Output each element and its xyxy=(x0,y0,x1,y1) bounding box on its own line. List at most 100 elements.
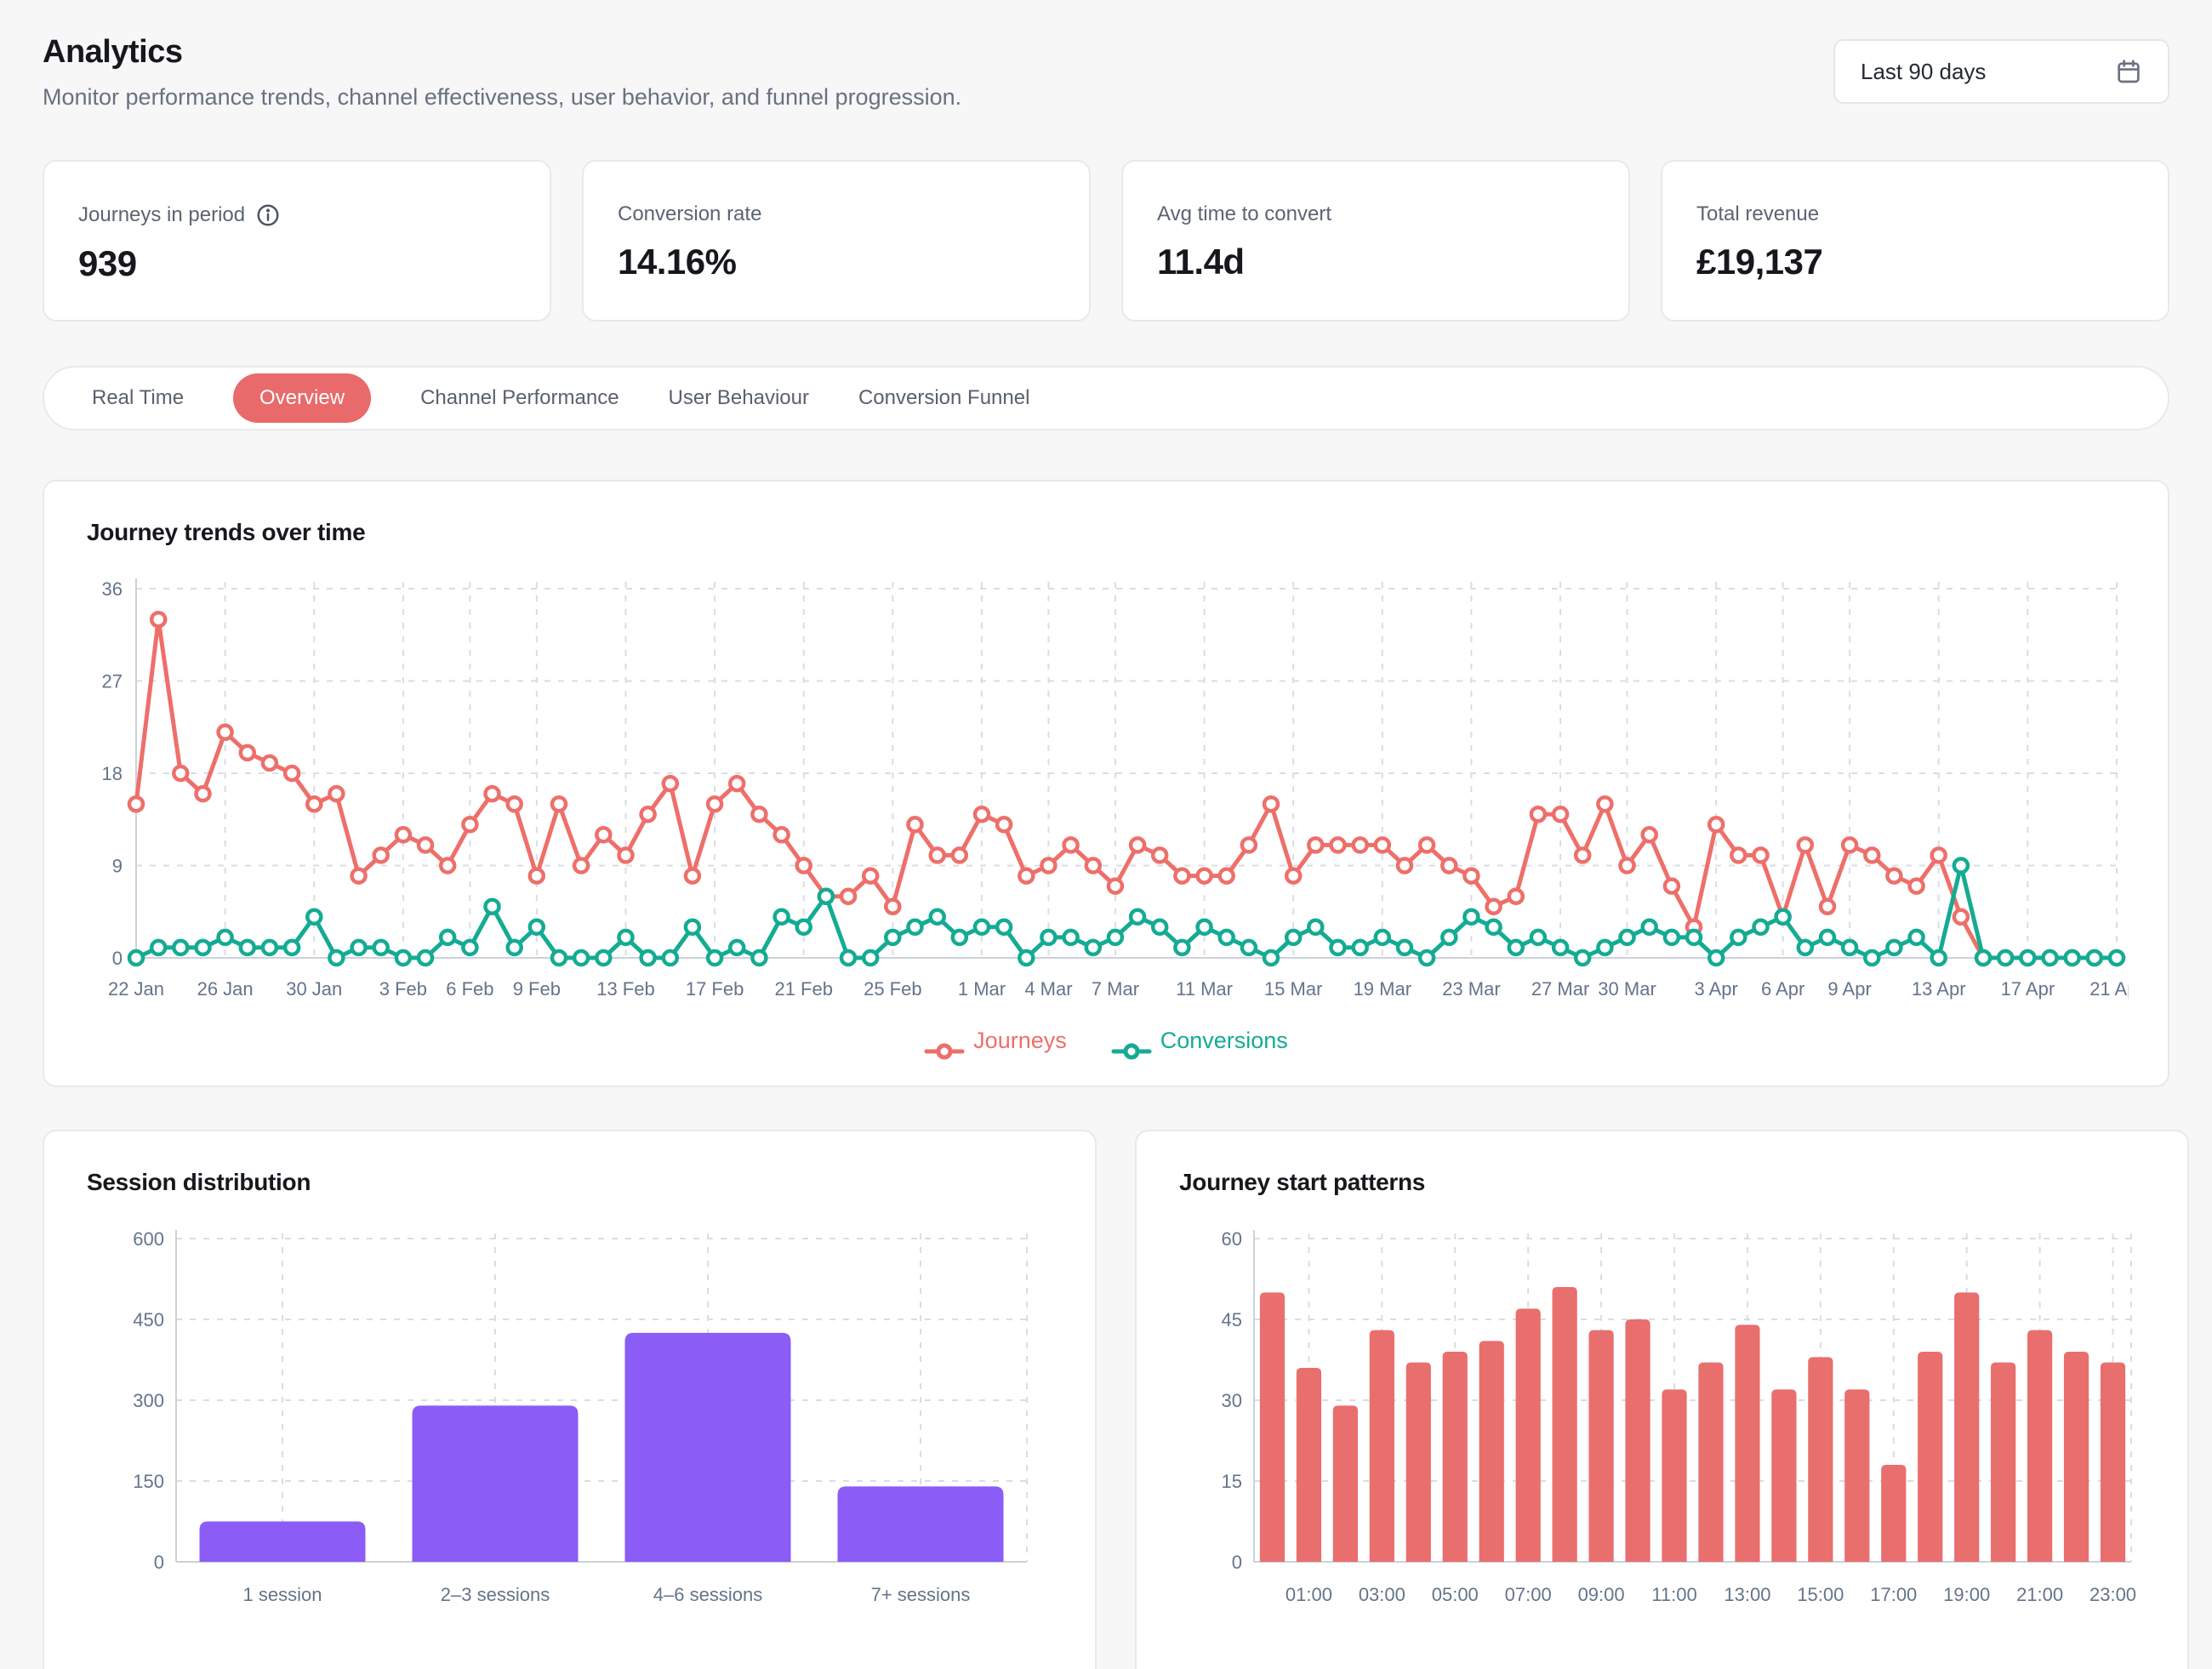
session-distribution-chart: 0 150 300 450 600 1 session 2–3 sessions 4–6 se… xyxy=(133,1228,1028,1605)
svg-text:1 Mar: 1 Mar xyxy=(958,978,1006,1000)
bottom-charts-row: Session distribution 0 150 300 450 600 1 sess… xyxy=(43,1130,2189,1669)
svg-text:450: 450 xyxy=(133,1309,164,1330)
journey-trends-title: Journey trends over time xyxy=(87,519,366,545)
svg-text:22 Jan: 22 Jan xyxy=(108,978,164,1000)
svg-text:30: 30 xyxy=(1222,1390,1242,1411)
svg-text:13 Feb: 13 Feb xyxy=(596,978,655,1000)
svg-text:18: 18 xyxy=(102,763,123,784)
svg-text:300: 300 xyxy=(133,1390,164,1411)
info-icon[interactable] xyxy=(255,202,281,228)
svg-text:4–6 sessions: 4–6 sessions xyxy=(653,1584,762,1605)
svg-text:36: 36 xyxy=(102,578,123,600)
svg-text:27: 27 xyxy=(102,671,123,692)
kpi-value: £19,137 xyxy=(1696,242,1823,282)
svg-text:23 Mar: 23 Mar xyxy=(1442,978,1500,1000)
kpi-label: Total revenue xyxy=(1696,202,1820,225)
svg-text:7 Mar: 7 Mar xyxy=(1092,978,1139,1000)
svg-text:7+ sessions: 7+ sessions xyxy=(871,1584,971,1605)
svg-text:4 Mar: 4 Mar xyxy=(1024,978,1072,1000)
svg-text:45: 45 xyxy=(1222,1309,1242,1330)
svg-text:25 Feb: 25 Feb xyxy=(864,978,922,1000)
journey-trends-card: Journey trends over time 22 Jan 26 Jan 30 … xyxy=(43,480,2169,1087)
legend-item-journeys[interactable]: Journeys xyxy=(924,1021,1067,1060)
page-subtitle: Monitor performance trends, channel effe… xyxy=(43,84,962,110)
svg-text:30 Mar: 30 Mar xyxy=(1598,978,1656,1000)
svg-text:21 Feb: 21 Feb xyxy=(774,978,833,1000)
tab-real-time[interactable]: Real Time xyxy=(92,386,185,409)
page-title: Analytics xyxy=(43,34,183,70)
tab-overview[interactable]: Overview xyxy=(233,373,372,423)
journey-trends-chart: 22 Jan 26 Jan 30 Jan 3 Feb 6 Feb 9 Feb 13 Feb 1… xyxy=(102,578,2129,1000)
tab-user-behaviour[interactable]: User Behaviour xyxy=(668,386,809,409)
svg-text:1 session: 1 session xyxy=(243,1584,322,1605)
analytics-tabbar: Real Time Overview Channel Performance U… xyxy=(43,366,2169,430)
svg-text:07:00: 07:00 xyxy=(1505,1584,1552,1605)
svg-text:9 Apr: 9 Apr xyxy=(1827,978,1871,1000)
journey-start-patterns-card: Journey start patterns 0 15 30 45 60 01:00 03:… xyxy=(1135,1130,2189,1669)
svg-text:3 Apr: 3 Apr xyxy=(1694,978,1737,1000)
tab-conversion-funnel[interactable]: Conversion Funnel xyxy=(858,386,1030,409)
svg-text:26 Jan: 26 Jan xyxy=(197,978,254,1000)
legend-marker-icon xyxy=(1111,1043,1152,1060)
legend-item-conversions[interactable]: Conversions xyxy=(1111,1021,1288,1060)
header-text: Analytics Monitor performance trends, ch… xyxy=(43,34,961,111)
legend-label: Conversions xyxy=(1160,1027,1288,1053)
calendar-icon xyxy=(2115,58,2142,85)
svg-text:15:00: 15:00 xyxy=(1797,1584,1844,1605)
legend-label: Journeys xyxy=(973,1027,1067,1053)
svg-text:17:00: 17:00 xyxy=(1870,1584,1917,1605)
svg-text:3 Feb: 3 Feb xyxy=(379,978,427,1000)
svg-text:17 Feb: 17 Feb xyxy=(686,978,744,1000)
svg-text:13 Apr: 13 Apr xyxy=(1912,978,1966,1000)
chart-legend: Journeys Conversions xyxy=(87,1021,2125,1060)
svg-text:01:00: 01:00 xyxy=(1286,1584,1332,1605)
session-distribution-title: Session distribution xyxy=(87,1169,311,1195)
svg-text:19 Mar: 19 Mar xyxy=(1354,978,1411,1000)
svg-text:600: 600 xyxy=(133,1228,164,1250)
kpi-label: Conversion rate xyxy=(618,202,762,225)
page-header: Analytics Monitor performance trends, ch… xyxy=(43,34,2169,111)
svg-text:15 Mar: 15 Mar xyxy=(1264,978,1322,1000)
journey-start-patterns-title: Journey start patterns xyxy=(1179,1169,1426,1195)
session-distribution-card: Session distribution 0 150 300 450 600 1 sess… xyxy=(43,1130,1097,1669)
tab-channel-performance[interactable]: Channel Performance xyxy=(420,386,619,409)
svg-text:2–3 sessions: 2–3 sessions xyxy=(441,1584,550,1605)
svg-text:60: 60 xyxy=(1222,1228,1242,1250)
kpi-value: 14.16% xyxy=(618,242,737,282)
svg-text:13:00: 13:00 xyxy=(1724,1584,1770,1605)
svg-text:09:00: 09:00 xyxy=(1578,1584,1625,1605)
legend-marker-icon xyxy=(924,1043,965,1060)
svg-text:0: 0 xyxy=(154,1552,164,1573)
svg-text:17 Apr: 17 Apr xyxy=(2001,978,2055,1000)
svg-text:11 Mar: 11 Mar xyxy=(1176,978,1233,1000)
kpi-card-conversion-rate: Conversion rate 14.16% xyxy=(582,160,1091,322)
journey-start-patterns-chart: 0 15 30 45 60 01:00 03:00 05:00 07:00 09:00 11:00 1… xyxy=(1222,1228,2137,1605)
svg-text:6 Apr: 6 Apr xyxy=(1761,978,1804,1000)
svg-text:15: 15 xyxy=(1222,1471,1242,1492)
date-range-label: Last 90 days xyxy=(1861,58,1987,84)
svg-text:150: 150 xyxy=(133,1471,164,1492)
svg-text:05:00: 05:00 xyxy=(1432,1584,1479,1605)
svg-text:0: 0 xyxy=(1232,1552,1242,1573)
svg-text:21:00: 21:00 xyxy=(2016,1584,2063,1605)
kpi-value: 11.4d xyxy=(1157,242,1245,282)
svg-text:21 Apr: 21 Apr xyxy=(2089,978,2129,1000)
kpi-label: Avg time to convert xyxy=(1157,202,1331,225)
svg-text:9: 9 xyxy=(112,856,123,877)
svg-text:03:00: 03:00 xyxy=(1359,1584,1405,1605)
svg-text:9 Feb: 9 Feb xyxy=(513,978,561,1000)
date-range-selector[interactable]: Last 90 days xyxy=(1833,39,2169,104)
svg-text:30 Jan: 30 Jan xyxy=(286,978,342,1000)
kpi-row: Journeys in period 939 Conversion rate 1… xyxy=(43,160,2169,322)
kpi-card-avg-time: Avg time to convert 11.4d xyxy=(1121,160,1630,322)
svg-text:27 Mar: 27 Mar xyxy=(1531,978,1589,1000)
kpi-card-journeys: Journeys in period 939 xyxy=(43,160,551,322)
svg-text:6 Feb: 6 Feb xyxy=(446,978,493,1000)
kpi-card-total-revenue: Total revenue £19,137 xyxy=(1661,160,2169,322)
svg-text:11:00: 11:00 xyxy=(1651,1584,1696,1605)
kpi-value: 939 xyxy=(78,243,137,283)
kpi-label: Journeys in period xyxy=(78,203,246,226)
svg-text:19:00: 19:00 xyxy=(1943,1584,1990,1605)
svg-text:0: 0 xyxy=(112,948,123,969)
svg-text:23:00: 23:00 xyxy=(2089,1584,2136,1605)
